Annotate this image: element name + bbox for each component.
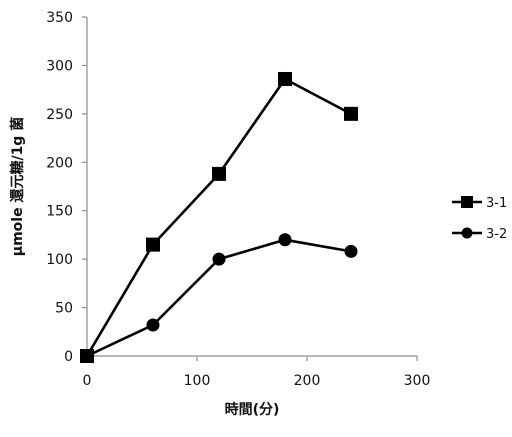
- axes: 0 50 100 150 200 250 300 350 0 100 200 300: [46, 10, 430, 389]
- y-axis-title: μmole 還元糖/1g 菌: [9, 117, 26, 256]
- y-tick-label: 250: [46, 107, 73, 123]
- data-point-square: [278, 72, 292, 86]
- y-tick-label: 100: [46, 252, 73, 268]
- y-tick-label: 200: [46, 155, 73, 171]
- legend-label: 3-1: [486, 196, 507, 211]
- x-tick-label: 100: [184, 373, 211, 389]
- y-tick-label: 300: [46, 58, 73, 74]
- legend-item: 3-1: [452, 196, 507, 211]
- data-point-circle: [279, 233, 292, 246]
- x-tick-label: 200: [294, 373, 321, 389]
- series-3-1: [80, 72, 358, 363]
- data-point-square: [212, 167, 226, 181]
- y-tick-label: 350: [46, 10, 73, 26]
- y-tick-label: 150: [46, 204, 73, 220]
- y-tick-label: 50: [55, 301, 73, 317]
- legend-marker-circle: [462, 228, 473, 239]
- data-point-square: [146, 238, 160, 252]
- data-point-square: [344, 107, 358, 121]
- x-tick-label: 300: [404, 373, 431, 389]
- data-point-circle: [147, 319, 160, 332]
- x-axis-title: 時間(分): [225, 401, 280, 418]
- legend-marker-square: [461, 196, 473, 208]
- y-tick-label: 0: [64, 349, 73, 365]
- x-tick-label: 0: [83, 373, 92, 389]
- legend: 3-1 3-2: [452, 196, 507, 242]
- series-line: [87, 79, 351, 356]
- data-point-circle: [345, 245, 358, 258]
- data-point-circle: [81, 350, 94, 363]
- legend-label: 3-2: [486, 227, 507, 242]
- data-point-circle: [213, 253, 226, 266]
- series-layer: [80, 72, 358, 363]
- legend-item: 3-2: [452, 227, 507, 242]
